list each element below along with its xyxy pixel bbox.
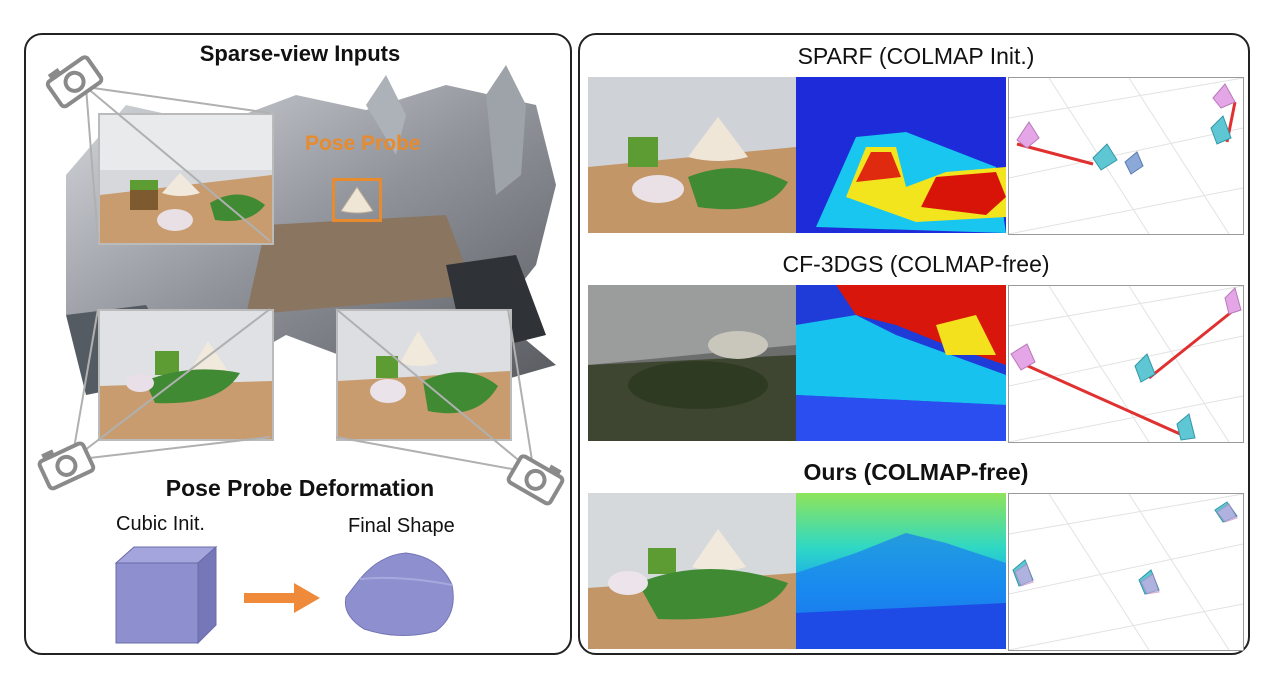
input-view-3 [336,309,512,441]
sparse-view-title: Sparse-view Inputs [199,41,401,66]
camera-icon [34,433,98,502]
row-title-sparf: SPARF (COLMAP Init.) [797,43,1035,69]
pose-probe-box [332,178,382,222]
final-shape [340,549,460,644]
left-panel: Sparse-view Inputs Pose Probe [24,33,572,655]
camera-icon [504,447,568,516]
row-title-ours: Ours (COLMAP-free) [803,459,1029,485]
arrow-icon [244,583,320,618]
deformation-title: Pose Probe Deformation [165,475,435,501]
probe-object [339,185,375,220]
cube-shape [114,545,218,650]
ours-pose-plot [1008,493,1244,651]
row-title-cf3dgs: CF-3DGS (COLMAP-free) [782,251,1050,277]
camera-rays [71,86,535,474]
ours-depth [796,493,1006,649]
ours-render [588,493,796,649]
cubic-init-label: Cubic Init. [116,513,205,535]
camera-icon [42,49,106,118]
pose-probe-label: Pose Probe [305,132,421,155]
cf3dgs-render [588,285,796,441]
sparf-render [588,77,796,233]
final-shape-label: Final Shape [348,515,455,537]
right-panel: SPARF (COLMAP Init.) [578,33,1250,655]
cf3dgs-depth [796,285,1006,441]
sparf-pose-plot [1008,77,1244,235]
sparf-depth [796,77,1006,233]
cf3dgs-pose-plot [1008,285,1244,443]
input-view-1 [98,113,274,245]
